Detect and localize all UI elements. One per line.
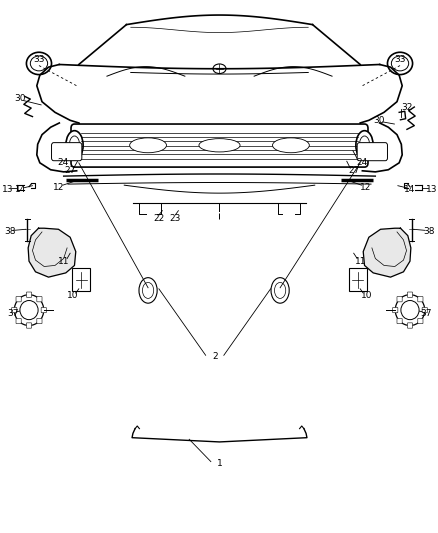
Ellipse shape bbox=[66, 131, 83, 160]
Text: 24: 24 bbox=[57, 158, 68, 167]
Text: 33: 33 bbox=[33, 55, 45, 63]
Ellipse shape bbox=[390, 56, 408, 71]
Text: 30: 30 bbox=[372, 116, 384, 125]
Ellipse shape bbox=[26, 52, 51, 75]
Ellipse shape bbox=[270, 278, 289, 303]
Text: 37: 37 bbox=[7, 309, 18, 318]
FancyBboxPatch shape bbox=[406, 323, 412, 328]
Ellipse shape bbox=[129, 138, 166, 153]
FancyBboxPatch shape bbox=[41, 308, 46, 313]
FancyBboxPatch shape bbox=[26, 292, 32, 297]
FancyBboxPatch shape bbox=[396, 318, 401, 324]
Text: 13: 13 bbox=[425, 185, 436, 194]
Ellipse shape bbox=[400, 301, 418, 320]
Text: 11: 11 bbox=[354, 257, 366, 265]
FancyBboxPatch shape bbox=[16, 296, 21, 302]
FancyBboxPatch shape bbox=[26, 323, 32, 328]
FancyBboxPatch shape bbox=[12, 308, 17, 313]
Text: 33: 33 bbox=[393, 55, 405, 63]
Ellipse shape bbox=[394, 295, 424, 326]
FancyBboxPatch shape bbox=[37, 296, 42, 302]
Text: 24: 24 bbox=[355, 158, 366, 167]
FancyBboxPatch shape bbox=[357, 143, 387, 161]
Text: 14: 14 bbox=[403, 185, 415, 194]
FancyBboxPatch shape bbox=[421, 308, 426, 313]
FancyBboxPatch shape bbox=[396, 296, 401, 302]
Text: 1: 1 bbox=[216, 459, 222, 467]
Text: 12: 12 bbox=[53, 183, 64, 192]
Ellipse shape bbox=[69, 136, 79, 155]
Text: 23: 23 bbox=[169, 214, 180, 223]
Text: 22: 22 bbox=[153, 214, 164, 223]
FancyBboxPatch shape bbox=[348, 268, 366, 292]
Text: 38: 38 bbox=[422, 228, 434, 237]
Ellipse shape bbox=[359, 136, 369, 155]
FancyBboxPatch shape bbox=[392, 308, 397, 313]
Ellipse shape bbox=[272, 138, 309, 153]
Ellipse shape bbox=[20, 301, 38, 320]
Ellipse shape bbox=[274, 282, 285, 298]
FancyBboxPatch shape bbox=[417, 318, 422, 324]
Ellipse shape bbox=[142, 282, 153, 298]
Ellipse shape bbox=[212, 64, 226, 74]
Text: 10: 10 bbox=[67, 291, 78, 300]
Ellipse shape bbox=[139, 278, 157, 303]
Text: 37: 37 bbox=[420, 309, 431, 318]
Ellipse shape bbox=[14, 295, 44, 326]
FancyBboxPatch shape bbox=[417, 296, 422, 302]
Text: 12: 12 bbox=[359, 183, 371, 192]
Ellipse shape bbox=[30, 56, 48, 71]
Text: 27: 27 bbox=[347, 166, 359, 175]
Text: 27: 27 bbox=[64, 166, 76, 175]
Text: 30: 30 bbox=[14, 94, 26, 103]
Polygon shape bbox=[362, 228, 410, 277]
FancyBboxPatch shape bbox=[406, 292, 412, 297]
Text: 2: 2 bbox=[212, 352, 218, 361]
Text: 13: 13 bbox=[2, 185, 13, 194]
Text: 11: 11 bbox=[58, 257, 69, 265]
Text: 32: 32 bbox=[400, 102, 412, 111]
Text: 38: 38 bbox=[4, 228, 16, 237]
FancyBboxPatch shape bbox=[51, 143, 81, 161]
FancyBboxPatch shape bbox=[37, 318, 42, 324]
FancyBboxPatch shape bbox=[72, 268, 90, 292]
Ellipse shape bbox=[355, 131, 372, 160]
Ellipse shape bbox=[198, 139, 240, 152]
FancyBboxPatch shape bbox=[71, 124, 367, 167]
Ellipse shape bbox=[387, 52, 412, 75]
Polygon shape bbox=[28, 228, 76, 277]
FancyBboxPatch shape bbox=[16, 318, 21, 324]
Text: 14: 14 bbox=[14, 185, 26, 194]
Text: 10: 10 bbox=[360, 291, 371, 300]
